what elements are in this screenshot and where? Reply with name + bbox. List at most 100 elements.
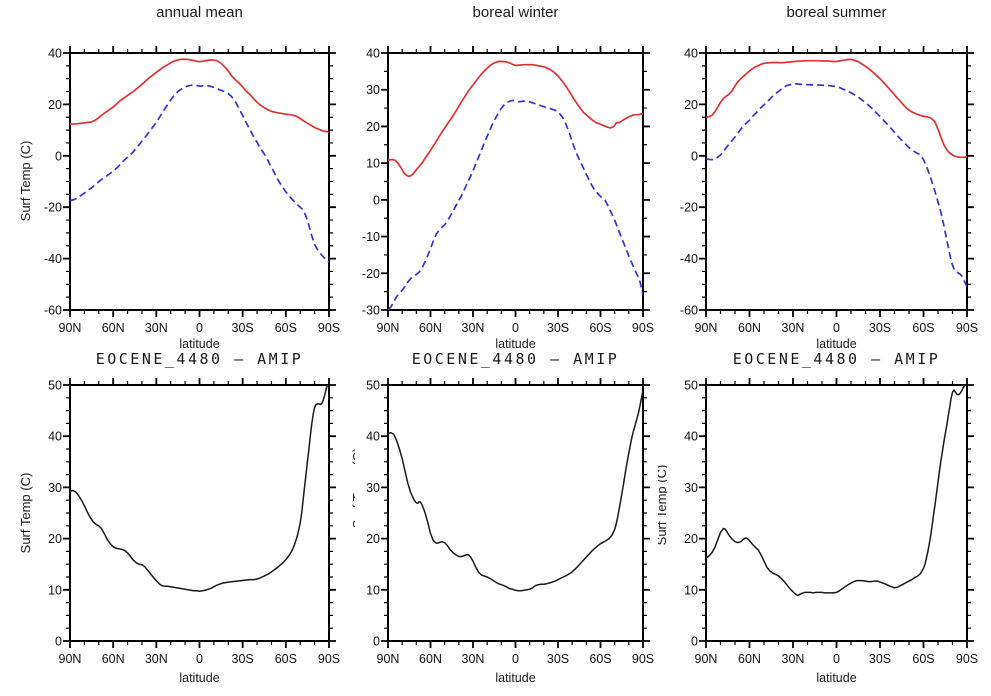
- svg-text:60N: 60N: [738, 652, 761, 666]
- svg-text:90S: 90S: [632, 321, 654, 335]
- svg-text:20: 20: [684, 532, 698, 546]
- x-axis-label-latitude: latitude: [816, 337, 857, 351]
- svg-text:60S: 60S: [912, 652, 934, 666]
- svg-text:30N: 30N: [462, 652, 485, 666]
- panel-title-eocene-minus-amip: EOCENE_4480 — AMIP: [411, 350, 620, 368]
- svg-text:30: 30: [366, 83, 380, 97]
- svg-text:20: 20: [366, 120, 380, 134]
- svg-text:20: 20: [48, 532, 62, 546]
- svg-text:90N: 90N: [377, 652, 400, 666]
- svg-text:90N: 90N: [59, 652, 82, 666]
- svg-text:90N: 90N: [695, 652, 718, 666]
- svg-text:0: 0: [55, 149, 62, 163]
- svg-text:-60: -60: [680, 304, 698, 318]
- svg-text:30: 30: [684, 481, 698, 495]
- svg-text:20: 20: [684, 98, 698, 112]
- svg-text:90S: 90S: [956, 321, 978, 335]
- svg-text:40: 40: [48, 47, 62, 61]
- panel-title-annual-mean: annual mean: [156, 4, 243, 21]
- svg-text:60N: 60N: [102, 321, 125, 335]
- svg-text:60S: 60S: [275, 321, 297, 335]
- x-axis-label-latitude: latitude: [179, 337, 220, 351]
- svg-text:40: 40: [684, 430, 698, 444]
- svg-text:-60: -60: [44, 304, 62, 318]
- svg-text:0: 0: [373, 193, 380, 207]
- svg-text:30S: 30S: [232, 652, 254, 666]
- svg-text:60S: 60S: [589, 321, 611, 335]
- svg-text:30S: 30S: [869, 321, 891, 335]
- svg-text:30S: 30S: [547, 652, 569, 666]
- y-axis-label-surf-temp: Surf Temp (C): [18, 140, 33, 222]
- svg-text:20: 20: [48, 98, 62, 112]
- svg-text:30S: 30S: [869, 652, 891, 666]
- svg-text:50: 50: [48, 379, 62, 393]
- y-axis-label-clipped: Surf Temp (C): [658, 438, 667, 573]
- svg-text:20: 20: [366, 532, 380, 546]
- svg-text:0: 0: [512, 321, 519, 335]
- x-axis-label-latitude: latitude: [495, 337, 536, 351]
- svg-text:0: 0: [196, 321, 203, 335]
- panel-title-eocene-minus-amip: EOCENE_4480 — AMIP: [732, 350, 941, 368]
- svg-text:60S: 60S: [275, 652, 297, 666]
- svg-text:60S: 60S: [589, 652, 611, 666]
- svg-text:90S: 90S: [318, 652, 340, 666]
- svg-text:90N: 90N: [377, 321, 400, 335]
- svg-text:0: 0: [55, 635, 62, 649]
- svg-text:30S: 30S: [232, 321, 254, 335]
- svg-text:-40: -40: [680, 252, 698, 266]
- svg-text:10: 10: [366, 583, 380, 597]
- panel-title-boreal-winter: boreal winter: [472, 4, 559, 21]
- x-axis-label-latitude: latitude: [816, 671, 857, 685]
- svg-text:0: 0: [196, 652, 203, 666]
- svg-text:-20: -20: [680, 201, 698, 215]
- svg-text:30N: 30N: [462, 321, 485, 335]
- svg-text:40: 40: [684, 47, 698, 61]
- svg-text:30N: 30N: [145, 321, 168, 335]
- panel-title-boreal-summer: boreal summer: [786, 4, 887, 21]
- panel-title-eocene-minus-amip: EOCENE_4480 — AMIP: [95, 350, 304, 368]
- svg-text:90N: 90N: [695, 321, 718, 335]
- svg-text:-40: -40: [44, 252, 62, 266]
- x-axis-label-latitude: latitude: [495, 671, 536, 685]
- x-axis-label-latitude: latitude: [179, 671, 220, 685]
- svg-text:50: 50: [684, 379, 698, 393]
- svg-text:90S: 90S: [318, 321, 340, 335]
- svg-text:40: 40: [48, 430, 62, 444]
- y-axis-label-clipped: Surf Temp (C): [352, 438, 355, 573]
- svg-text:0: 0: [833, 652, 840, 666]
- svg-text:0: 0: [833, 321, 840, 335]
- svg-text:90S: 90S: [956, 652, 978, 666]
- y-axis-label-surf-temp: Surf Temp (C): [352, 447, 355, 529]
- svg-text:60N: 60N: [738, 321, 761, 335]
- svg-text:60N: 60N: [419, 652, 442, 666]
- svg-text:40: 40: [366, 430, 380, 444]
- svg-text:10: 10: [684, 583, 698, 597]
- svg-text:-30: -30: [362, 304, 380, 318]
- svg-text:-20: -20: [362, 267, 380, 281]
- svg-text:10: 10: [366, 157, 380, 171]
- svg-text:30N: 30N: [145, 652, 168, 666]
- svg-text:0: 0: [512, 652, 519, 666]
- svg-text:50: 50: [366, 379, 380, 393]
- y-axis-label-surf-temp: Surf Temp (C): [18, 472, 33, 554]
- svg-text:60S: 60S: [912, 321, 934, 335]
- svg-text:-10: -10: [362, 230, 380, 244]
- svg-text:0: 0: [691, 149, 698, 163]
- svg-text:10: 10: [48, 583, 62, 597]
- svg-text:90S: 90S: [632, 652, 654, 666]
- svg-text:30N: 30N: [782, 652, 805, 666]
- svg-text:40: 40: [366, 47, 380, 61]
- svg-text:0: 0: [373, 635, 380, 649]
- svg-text:0: 0: [691, 635, 698, 649]
- svg-text:60N: 60N: [419, 321, 442, 335]
- svg-text:30S: 30S: [547, 321, 569, 335]
- svg-text:60N: 60N: [102, 652, 125, 666]
- y-axis-label-surf-temp: Surf Temp (C): [658, 464, 667, 546]
- svg-text:30N: 30N: [782, 321, 805, 335]
- svg-text:30: 30: [48, 481, 62, 495]
- svg-text:30: 30: [366, 481, 380, 495]
- svg-text:90N: 90N: [59, 321, 82, 335]
- svg-text:-20: -20: [44, 201, 62, 215]
